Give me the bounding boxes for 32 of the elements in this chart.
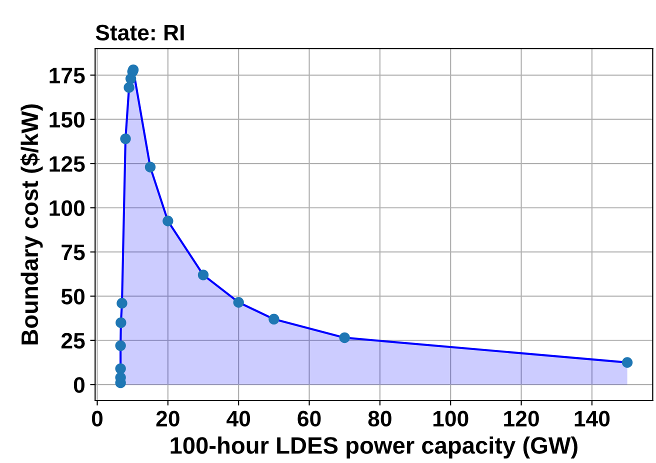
point (339, 332, 350, 344)
point (144, 162, 156, 172)
point (622, 357, 633, 368)
x-axis-title: 100-hour LDES power capacity (GW) (170, 436, 578, 458)
y-tick-label: 100 (50, 200, 84, 216)
y-axis-title: Boundary cost ($/kW) (20, 104, 43, 344)
x-tick-label: 100 (433, 410, 468, 427)
point (116, 298, 128, 309)
y-tick-label: 75 (62, 244, 85, 260)
y-tick-label: 150 (50, 112, 84, 128)
point (198, 270, 209, 280)
y-tick-label: 175 (50, 68, 85, 84)
y-tick-label: 125 (50, 156, 85, 172)
y-tick-label: 25 (61, 332, 85, 349)
y-tick-label: 0 (74, 377, 84, 393)
x-tick-label: 140 (574, 410, 610, 427)
x-tick-label: 20 (156, 410, 180, 427)
chart-title: State: RI (96, 24, 184, 40)
x-tick-label: 40 (226, 410, 250, 427)
point (268, 314, 280, 325)
x-tick-label: 80 (368, 410, 392, 427)
x-tick-label: 0 (92, 410, 103, 427)
point (162, 216, 174, 226)
y-tick-label: 50 (61, 288, 84, 304)
x-tick-label: 60 (298, 410, 321, 427)
point (120, 133, 131, 144)
point (233, 297, 244, 308)
point (116, 317, 126, 328)
point (124, 82, 134, 93)
point (115, 340, 126, 352)
x-tick-label: 120 (504, 410, 539, 427)
point (115, 363, 126, 374)
